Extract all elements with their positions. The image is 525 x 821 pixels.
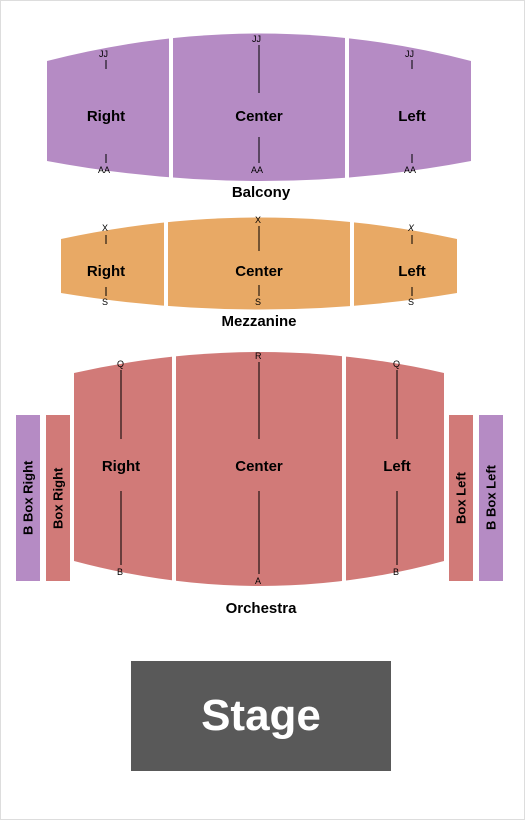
b-box-right-label: B Box Right <box>16 415 40 581</box>
balcony-center-row-top: JJ <box>252 34 261 44</box>
balcony-center-row-bot: AA <box>251 165 263 175</box>
stage: Stage <box>131 661 391 771</box>
balcony-right-row-top: JJ <box>99 49 108 59</box>
orch-left-row-top: Q <box>393 359 400 369</box>
box-left-label: Box Left <box>449 415 473 581</box>
balcony-left-row-bot: AA <box>404 165 416 175</box>
b-box-left-label: B Box Left <box>479 415 503 581</box>
mezz-left-row-top: X <box>408 223 414 233</box>
orch-center-row-top: R <box>255 351 262 361</box>
orch-center-row-bot: A <box>255 576 261 586</box>
box-right[interactable]: Box Right <box>46 415 70 581</box>
box-right-label: Box Right <box>46 415 70 581</box>
balcony-tier-label: Balcony <box>226 184 296 201</box>
mezzanine-tier-label: Mezzanine <box>219 313 299 330</box>
balcony-left-label: Left <box>387 108 437 125</box>
orchestra-tier-label: Orchestra <box>221 600 301 617</box>
box-left[interactable]: Box Left <box>449 415 473 581</box>
mezz-center-row-top: X <box>255 215 261 225</box>
orchestra-left-label: Left <box>372 458 422 475</box>
orch-right-row-bot: B <box>117 567 123 577</box>
balcony-left-row-top: JJ <box>405 49 414 59</box>
mezzanine-center-label: Center <box>229 263 289 280</box>
orch-left-row-bot: B <box>393 567 399 577</box>
stage-label: Stage <box>201 691 321 741</box>
balcony-right-label: Right <box>81 108 131 125</box>
b-box-left[interactable]: B Box Left <box>479 415 503 581</box>
orchestra-right-label: Right <box>96 458 146 475</box>
mezz-right-row-top: X <box>102 223 108 233</box>
mezzanine-left-label: Left <box>387 263 437 280</box>
balcony-center-label: Center <box>229 108 289 125</box>
orchestra-center-label: Center <box>229 458 289 475</box>
orch-right-row-top: Q <box>117 359 124 369</box>
balcony-right-row-bot: AA <box>98 165 110 175</box>
b-box-right[interactable]: B Box Right <box>16 415 40 581</box>
mezz-center-row-bot: S <box>255 297 261 307</box>
mezzanine-right-label: Right <box>81 263 131 280</box>
mezz-left-row-bot: S <box>408 297 414 307</box>
mezz-right-row-bot: S <box>102 297 108 307</box>
seating-chart: Right Center Left JJ AA JJ AA JJ AA Balc… <box>0 0 525 820</box>
